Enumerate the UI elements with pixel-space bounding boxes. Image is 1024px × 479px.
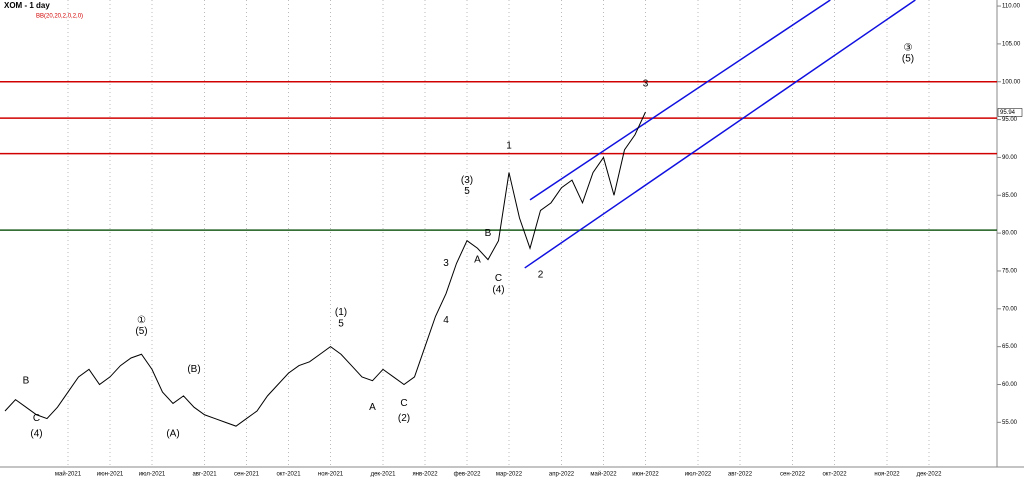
y-tick-label: 80.00 [1002, 231, 1018, 237]
wave-label: A [369, 402, 376, 413]
x-tick-label: янв-2022 [412, 472, 438, 478]
y-tick-label: 105.00 [1002, 41, 1021, 47]
x-tick-label: окт-2022 [822, 472, 847, 478]
wave-label: 4 [443, 315, 449, 326]
x-tick-label: окт-2021 [276, 472, 301, 478]
y-tick-label: 75.00 [1002, 269, 1018, 275]
y-tick-label: 65.00 [1002, 344, 1018, 350]
channel-line [524, 0, 916, 269]
x-tick-label: сен-2021 [234, 472, 260, 478]
y-tick-label: 95.00 [1002, 117, 1018, 123]
x-tick-label: апр-2022 [549, 472, 575, 478]
x-tick-label: июн-2021 [97, 472, 124, 478]
x-tick-label: мар-2022 [496, 472, 523, 478]
wave-label: (A) [166, 428, 179, 439]
wave-label: (4) [492, 285, 504, 296]
wave-label: (1) [335, 307, 347, 318]
x-tick-label: авг-2022 [728, 472, 753, 478]
wave-label: (5) [902, 54, 914, 65]
wave-label: 3 [643, 79, 649, 90]
x-tick-label: дек-2022 [917, 472, 942, 478]
last-price-label: 95.94 [1000, 110, 1016, 116]
x-tick-label: май-2021 [55, 471, 82, 478]
x-tick-label: июл-2021 [139, 472, 166, 478]
x-tick-label: фев-2022 [454, 472, 481, 478]
wave-label: C [495, 273, 502, 284]
x-tick-label: ноя-2022 [874, 472, 900, 478]
x-tick-label: ноя-2021 [318, 472, 344, 478]
x-tick-label: июн-2022 [632, 472, 659, 478]
y-tick-label: 90.00 [1002, 155, 1018, 161]
wave-label: (5) [135, 326, 147, 337]
wave-label: ① [137, 315, 146, 326]
wave-label: 5 [464, 186, 470, 197]
y-tick-label: 85.00 [1002, 193, 1018, 199]
wave-label: (B) [187, 364, 200, 375]
wave-label: C [400, 398, 407, 409]
y-tick-label: 70.00 [1002, 306, 1018, 312]
wave-label: 3 [443, 258, 449, 269]
last-price-box [997, 108, 1023, 117]
x-tick-label: авг-2021 [192, 472, 217, 478]
y-tick-label: 55.00 [1002, 420, 1018, 426]
wave-label: ③ [904, 42, 913, 53]
channel-line [529, 0, 831, 201]
y-tick-label: 110.00 [1002, 4, 1021, 10]
wave-label: B [485, 228, 492, 239]
wave-label: (4) [30, 428, 42, 439]
price-line [4, 111, 646, 427]
subtitle: BB(20,20,2,0,2,0) [36, 14, 83, 20]
x-tick-label: дек-2021 [371, 472, 396, 478]
x-tick-label: май-2022 [590, 471, 617, 478]
chart-title: XOM - 1 day [4, 1, 50, 10]
wave-label: (2) [398, 413, 410, 424]
wave-label: (3) [461, 175, 473, 186]
x-tick-label: июл-2022 [685, 472, 712, 478]
wave-label: C [33, 413, 40, 424]
wave-label: B [23, 375, 30, 386]
wave-label: 5 [338, 319, 344, 330]
y-tick-label: 100.00 [1002, 79, 1021, 85]
wave-label: 1 [506, 141, 512, 152]
wave-label: 2 [538, 269, 544, 280]
wave-label: A [474, 254, 481, 265]
y-tick-label: 60.00 [1002, 382, 1018, 388]
x-tick-label: сен-2022 [780, 472, 806, 478]
